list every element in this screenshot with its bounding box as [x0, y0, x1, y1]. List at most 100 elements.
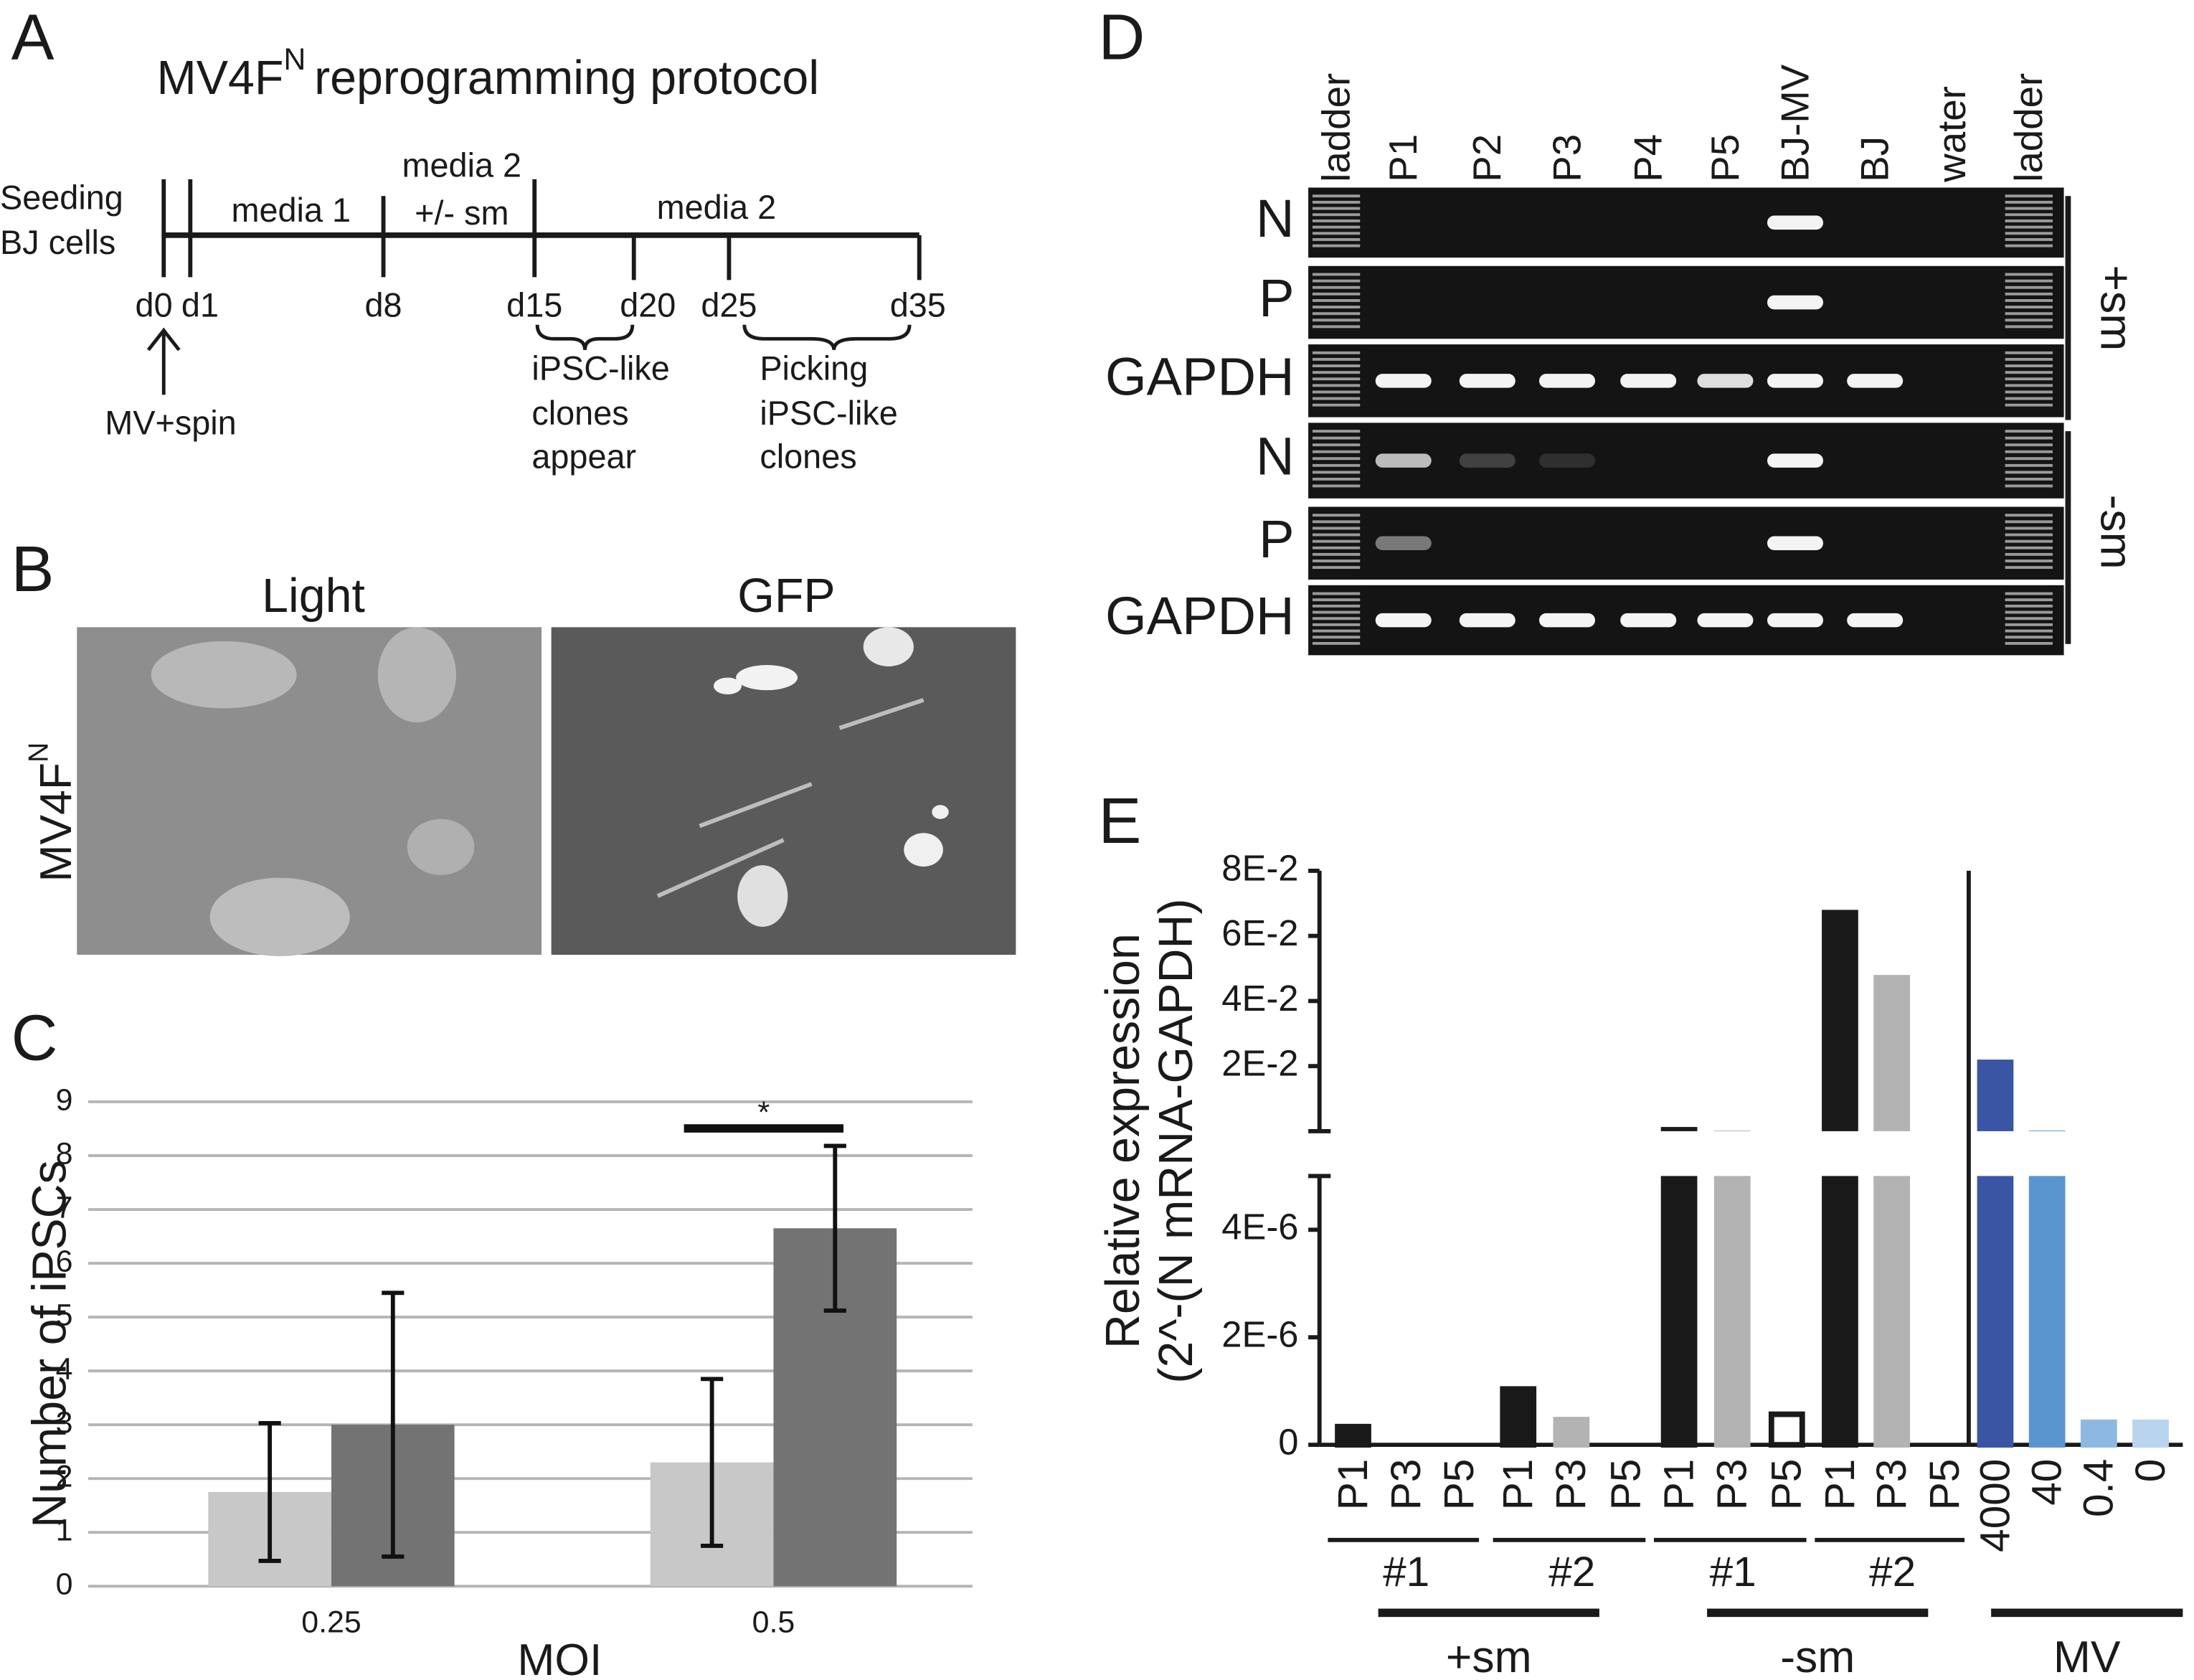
- label: Picking: [760, 350, 868, 387]
- ladder-band: [2005, 463, 2053, 467]
- gel-band: [1459, 453, 1516, 468]
- ladder-band: [1312, 484, 1361, 488]
- label: iPSC-like: [760, 395, 898, 432]
- ladder-band: [2005, 357, 2053, 361]
- ladder-band: [2005, 430, 2053, 433]
- ladder-band: [2005, 539, 2053, 543]
- ladder-band: [2005, 443, 2053, 447]
- y-tick-label: 7: [56, 1190, 73, 1224]
- title-rest: reprogramming protocol: [314, 52, 819, 105]
- gfp-image: [551, 627, 1016, 955]
- ladder-band: [1312, 560, 1361, 562]
- ladder-band: [2005, 306, 2053, 309]
- group-label: -sm: [2091, 495, 2141, 570]
- supergroup-label: MV: [2053, 1632, 2121, 1680]
- lane-label: P2: [1465, 134, 1509, 182]
- ladder-band: [2005, 636, 2053, 639]
- ladder-band: [1312, 598, 1361, 602]
- label: iPSC-like: [531, 350, 670, 387]
- x-tick-label: 0.5: [752, 1605, 795, 1639]
- y-axis-label: Number of iPSCs: [24, 1160, 77, 1527]
- ladder-band: [1312, 279, 1361, 283]
- ladder-band: [2005, 598, 2053, 602]
- gel-band: [1697, 613, 1754, 628]
- y-tick-label: 8: [56, 1136, 73, 1171]
- label: appear: [531, 438, 636, 476]
- row-label: N: [1256, 427, 1295, 486]
- bar: [1553, 1417, 1590, 1448]
- y-tick-label: 4E-2: [1221, 978, 1298, 1019]
- ladder-band: [1312, 443, 1361, 447]
- day-label: d25: [701, 287, 757, 324]
- x-tick-label: P3: [1383, 1459, 1429, 1511]
- ladder-band: [1312, 371, 1361, 374]
- gel-strip: [1308, 423, 2064, 499]
- bar-upper: [1660, 1127, 1698, 1131]
- gel-band: [1767, 453, 1824, 468]
- title-main: MV4F: [157, 52, 284, 105]
- day-label: d0: [136, 287, 173, 324]
- y-tick-label: 6E-2: [1221, 912, 1298, 953]
- ladder-band: [1312, 539, 1361, 543]
- row-main: MV4F: [30, 763, 80, 882]
- group-label: #2: [1869, 1549, 1916, 1595]
- ladder-band: [1312, 244, 1361, 247]
- ladder-band: [2005, 514, 2053, 517]
- ladder-band: [1312, 292, 1361, 296]
- row-label: GAPDH: [1105, 346, 1295, 406]
- ladder-band: [1312, 325, 1361, 329]
- ladder-band: [2005, 200, 2053, 204]
- gel-band: [1767, 536, 1824, 551]
- x-tick-label: 0.25: [301, 1605, 361, 1639]
- ladder-band: [2005, 318, 2053, 322]
- annotation: *: [757, 1095, 770, 1130]
- label: BJ cells: [0, 224, 115, 261]
- gel-strip: [1308, 265, 2064, 339]
- ladder-band: [2005, 604, 2053, 608]
- bar: [1713, 1176, 1751, 1448]
- gel-band: [1538, 453, 1596, 468]
- x-tick-label: P5: [1921, 1459, 1968, 1511]
- lane-label: P5: [1703, 134, 1747, 182]
- ladder-band: [1312, 219, 1361, 222]
- gel-band: [1620, 613, 1677, 628]
- bar: [2028, 1176, 2066, 1448]
- row-label: P: [1259, 509, 1294, 569]
- gel-strip: [1308, 187, 2064, 258]
- y-tick-label: 8E-2: [1221, 847, 1298, 888]
- day-label: d20: [620, 287, 676, 324]
- x-tick-label: 0: [2127, 1459, 2174, 1483]
- ladder-band: [2005, 213, 2053, 217]
- label: MV+spin: [105, 405, 236, 442]
- gel-band: [1767, 374, 1824, 388]
- ladder-band: [1312, 299, 1361, 302]
- lane-label: BJ-MV: [1773, 64, 1817, 181]
- ladder-band: [2005, 325, 2053, 329]
- ladder-band: [2005, 403, 2053, 407]
- bar: [2080, 1419, 2117, 1448]
- group-label: #1: [1383, 1549, 1429, 1595]
- ladder-band: [1312, 514, 1361, 517]
- ladder-band: [1312, 312, 1361, 316]
- day-label: d35: [890, 287, 946, 324]
- y-tick-label: 2E-6: [1221, 1314, 1298, 1355]
- gel-band: [1767, 215, 1824, 230]
- ladder-band: [1312, 207, 1361, 210]
- ladder-band: [1312, 306, 1361, 309]
- day-label: d1: [181, 287, 219, 324]
- y-tick-label: 2: [56, 1460, 73, 1494]
- ladder-band: [2005, 279, 2053, 283]
- bar: [1335, 1423, 1371, 1448]
- y-tick-label: 2E-2: [1221, 1043, 1298, 1084]
- y-tick-label: 5: [56, 1298, 73, 1332]
- panel-letter: E: [1098, 785, 1141, 857]
- gel-band: [1375, 613, 1432, 628]
- gel-band: [1697, 374, 1754, 388]
- gel-band: [1767, 613, 1824, 628]
- x-tick-label: P5: [1602, 1459, 1649, 1511]
- x-tick-label: P1: [1655, 1459, 1702, 1511]
- x-tick-label: 0.4: [2076, 1459, 2122, 1517]
- ladder-band: [2005, 450, 2053, 453]
- y-tick-label: 0: [1278, 1422, 1298, 1463]
- bar: [1768, 1411, 1805, 1448]
